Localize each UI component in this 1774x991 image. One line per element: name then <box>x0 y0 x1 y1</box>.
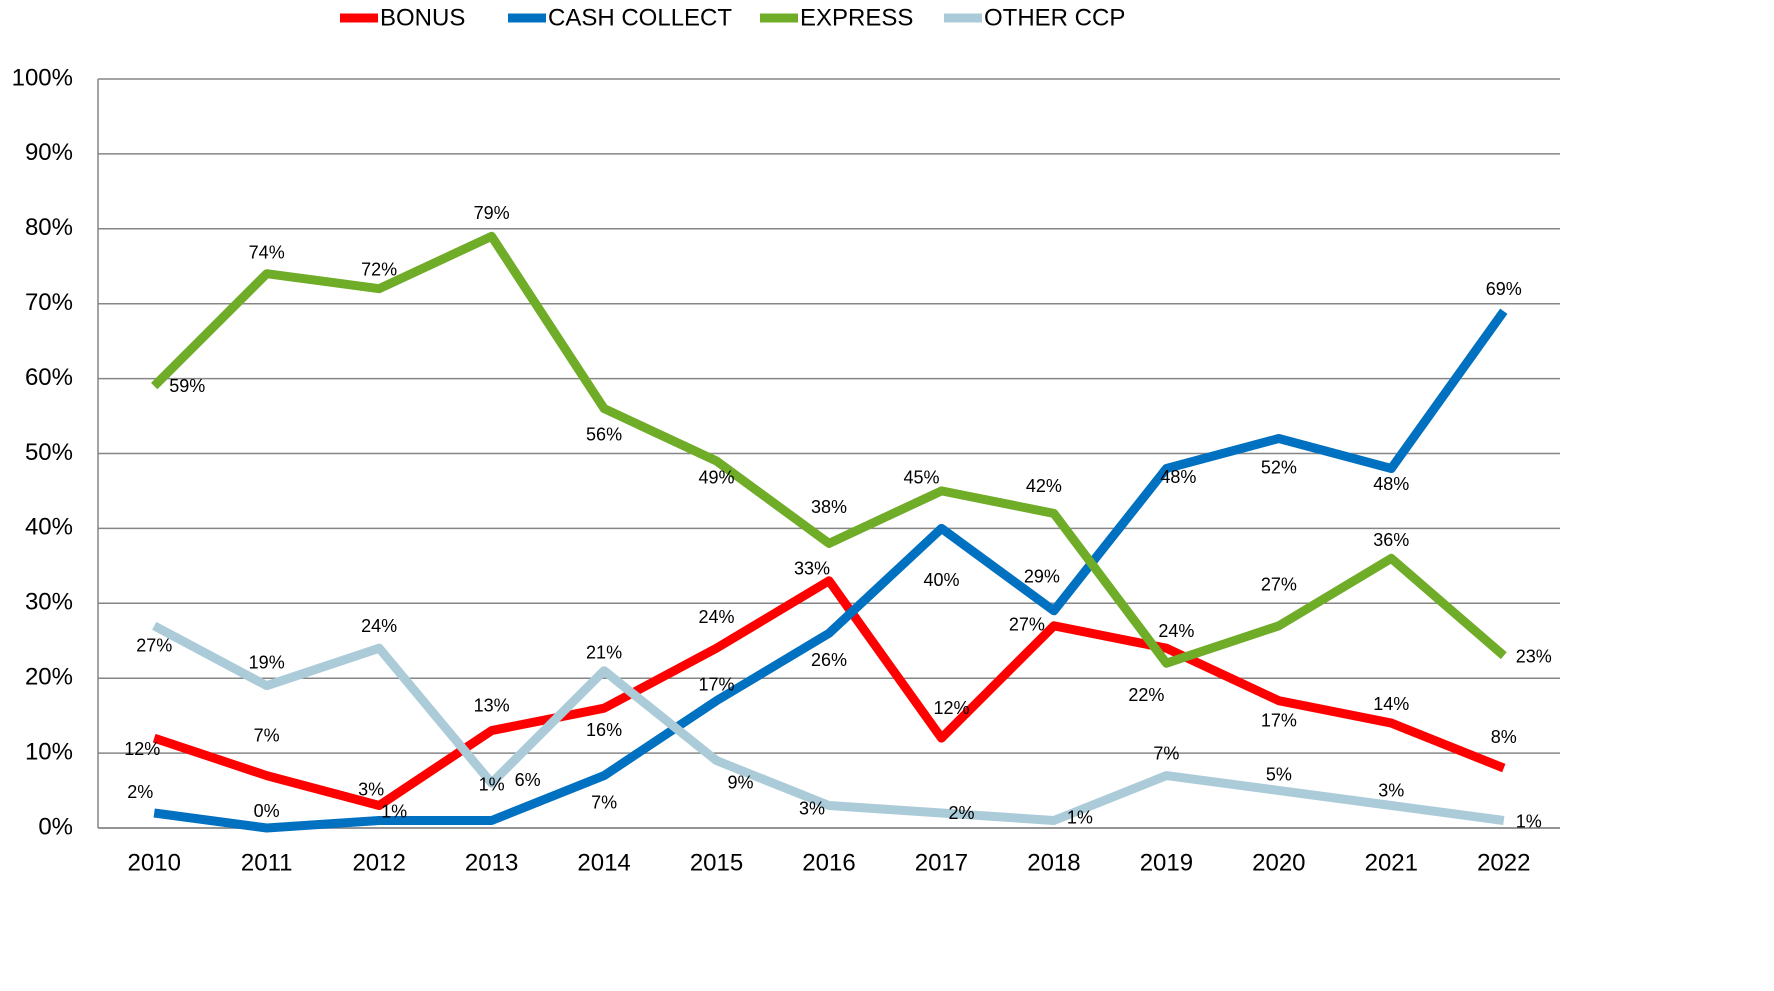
legend-label: BONUS <box>380 4 465 31</box>
y-tick-label: 10% <box>25 738 73 765</box>
data-label: 48% <box>1160 467 1196 487</box>
x-tick-label: 2010 <box>128 849 181 876</box>
data-label: 2% <box>948 803 974 823</box>
data-label: 74% <box>249 242 285 262</box>
legend-label: OTHER CCP <box>984 4 1125 31</box>
data-label: 24% <box>1158 621 1194 641</box>
data-label: 17% <box>699 674 735 694</box>
x-tick-label: 2013 <box>465 849 518 876</box>
data-label: 3% <box>358 779 384 799</box>
y-tick-label: 0% <box>38 813 73 840</box>
x-tick-label: 2022 <box>1477 849 1530 876</box>
legend-label: CASH COLLECT <box>548 4 732 31</box>
data-label: 16% <box>586 720 622 740</box>
y-tick-label: 90% <box>25 139 73 166</box>
data-label: 8% <box>1491 727 1517 747</box>
data-label: 49% <box>699 468 735 488</box>
data-label: 40% <box>923 570 959 590</box>
data-label: 7% <box>254 725 280 745</box>
data-label: 72% <box>361 259 397 279</box>
data-label: 7% <box>591 792 617 812</box>
data-label: 56% <box>586 424 622 444</box>
x-tick-label: 2016 <box>802 849 855 876</box>
data-label: 27% <box>1009 615 1045 635</box>
data-label: 5% <box>1266 764 1292 784</box>
x-tick-label: 2017 <box>915 849 968 876</box>
x-tick-label: 2012 <box>352 849 405 876</box>
data-label: 7% <box>1153 743 1179 763</box>
data-label: 45% <box>903 468 939 488</box>
series-line <box>152 576 1506 810</box>
data-label: 13% <box>474 695 510 715</box>
data-label: 24% <box>361 616 397 636</box>
data-label: 33% <box>794 559 830 579</box>
data-label: 27% <box>136 636 172 656</box>
data-label: 3% <box>799 798 825 818</box>
data-label: 12% <box>124 739 160 759</box>
y-tick-label: 80% <box>25 214 73 241</box>
data-label: 36% <box>1373 530 1409 550</box>
data-label: 59% <box>169 376 205 396</box>
data-label: 26% <box>811 650 847 670</box>
series-line <box>153 308 1508 833</box>
y-tick-label: 70% <box>25 289 73 316</box>
data-label: 38% <box>811 497 847 517</box>
data-label: 3% <box>1378 780 1404 800</box>
data-label: 22% <box>1128 685 1164 705</box>
data-label: 1% <box>1067 807 1093 827</box>
series-line <box>152 621 1505 825</box>
x-tick-label: 2019 <box>1140 849 1193 876</box>
data-label: 69% <box>1486 279 1522 299</box>
y-tick-label: 50% <box>25 439 73 466</box>
data-label: 6% <box>515 770 541 790</box>
data-label: 9% <box>728 772 754 792</box>
data-label: 29% <box>1024 567 1060 587</box>
x-tick-label: 2018 <box>1027 849 1080 876</box>
x-tick-label: 2015 <box>690 849 743 876</box>
legend-label: EXPRESS <box>800 4 913 31</box>
y-tick-label: 60% <box>25 364 73 391</box>
series-line <box>151 231 1507 668</box>
x-tick-label: 2020 <box>1252 849 1305 876</box>
y-tick-label: 20% <box>25 664 73 691</box>
x-tick-label: 2021 <box>1365 849 1418 876</box>
x-tick-label: 2014 <box>577 849 630 876</box>
data-label: 1% <box>479 774 505 794</box>
data-label: 2% <box>127 782 153 802</box>
data-label: 1% <box>1516 811 1542 831</box>
data-label: 19% <box>249 652 285 672</box>
data-label: 14% <box>1373 694 1409 714</box>
data-label: 27% <box>1261 575 1297 595</box>
data-label: 52% <box>1261 457 1297 477</box>
data-label: 1% <box>381 801 407 821</box>
data-label: 79% <box>474 203 510 223</box>
data-label: 17% <box>1261 710 1297 730</box>
data-label: 23% <box>1516 646 1552 666</box>
data-label: 21% <box>586 642 622 662</box>
data-label: 0% <box>254 801 280 821</box>
y-tick-label: 100% <box>12 64 73 91</box>
data-label: 24% <box>699 607 735 627</box>
y-tick-label: 30% <box>25 589 73 616</box>
y-tick-label: 40% <box>25 514 73 541</box>
data-label: 48% <box>1373 474 1409 494</box>
data-label: 42% <box>1026 476 1062 496</box>
x-tick-label: 2011 <box>241 849 293 876</box>
data-label: 12% <box>933 698 969 718</box>
